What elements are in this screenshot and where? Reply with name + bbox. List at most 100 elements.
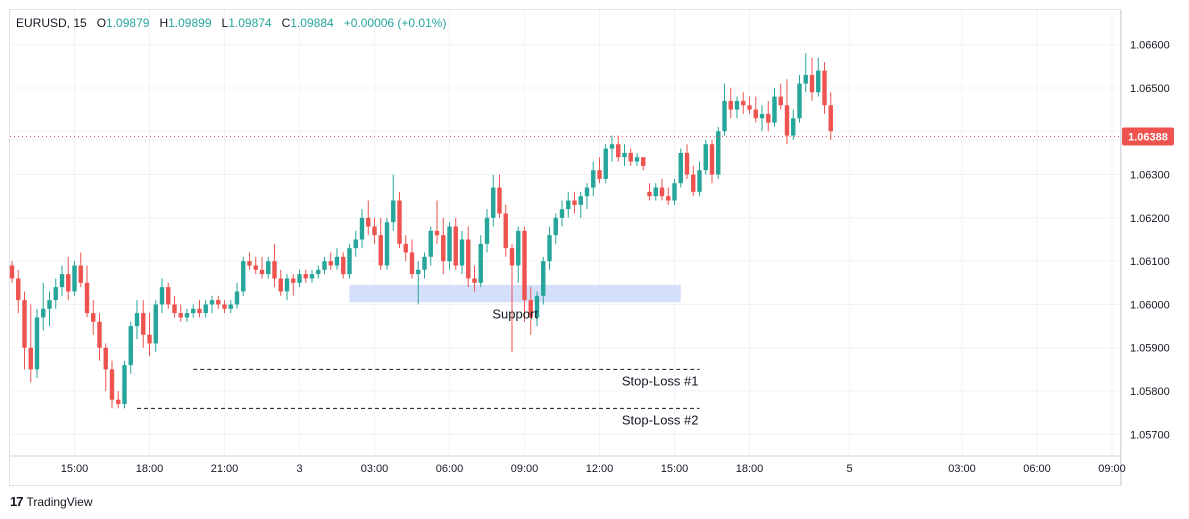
candle-body: [591, 170, 596, 188]
candle-body: [134, 313, 140, 327]
symbol-label[interactable]: EURUSD, 15: [16, 16, 87, 30]
candle-body: [34, 317, 40, 370]
candle-body: [747, 105, 752, 110]
candle-body: [822, 70, 827, 106]
y-tick-label: 1.05800: [1130, 386, 1170, 398]
candle-body: [422, 256, 427, 270]
candle-body: [766, 113, 771, 123]
candle-body: [397, 200, 402, 244]
candle-body: [203, 304, 208, 314]
candle-body: [722, 100, 727, 132]
candle-body: [809, 74, 815, 93]
y-tick-label: 1.05700: [1130, 429, 1170, 441]
candle-body: [241, 261, 246, 292]
candle-body: [222, 304, 227, 309]
y-tick-label: 1.06100: [1130, 256, 1170, 268]
candle-body: [247, 261, 252, 266]
candle-body: [166, 287, 171, 305]
candle-body: [297, 274, 302, 283]
candle-body: [353, 239, 358, 249]
candle-body: [341, 256, 346, 275]
last-price-tag: [1122, 127, 1174, 146]
candle-body: [266, 261, 271, 275]
stop-loss-label-2: Stop-Loss #2: [622, 412, 699, 427]
high-key: H: [159, 16, 169, 30]
y-tick-label: 1.06600: [1130, 40, 1170, 52]
candle-body: [84, 282, 90, 314]
close-value: 1.09884: [290, 16, 334, 30]
candle-body: [78, 265, 83, 283]
candle-body: [259, 269, 265, 275]
candle-body: [597, 170, 602, 179]
candle-body: [253, 265, 258, 270]
candle-body: [209, 300, 215, 305]
candle-body: [66, 274, 71, 292]
tradingview-logo-icon: 17: [10, 494, 24, 509]
candle-body: [691, 174, 696, 192]
candle-body: [72, 265, 77, 292]
candle-body: [716, 131, 721, 175]
candle-body: [566, 200, 571, 210]
candle-body: [778, 96, 783, 106]
brand-name: TradingView: [26, 494, 93, 509]
candle-body: [503, 213, 508, 249]
brand[interactable]: 17 TradingView: [10, 494, 93, 509]
candle-body: [116, 399, 121, 405]
x-tick-label: 21:00: [211, 463, 239, 475]
x-tick-label: 18:00: [736, 463, 764, 475]
candle-body: [53, 287, 58, 301]
candle-body: [466, 239, 471, 279]
candle-body: [47, 300, 52, 309]
candle-body: [753, 109, 758, 119]
candle-body: [728, 100, 733, 110]
high-value: 1.09899: [168, 16, 212, 30]
candle-body: [434, 230, 440, 236]
candle-body: [441, 235, 446, 262]
candle-body: [547, 235, 552, 262]
candle-body: [528, 300, 533, 318]
candle-body: [309, 274, 315, 279]
candle-body: [616, 144, 621, 158]
candle-body: [447, 226, 452, 262]
candle-body: [409, 252, 415, 275]
candle-body: [622, 152, 627, 158]
candle-body: [641, 157, 646, 166]
candle-body: [28, 347, 33, 370]
low-value: 1.09874: [228, 16, 272, 30]
candle-body: [384, 222, 390, 266]
candle-body: [759, 113, 765, 119]
candle-body: [378, 235, 383, 266]
candle-body: [828, 105, 833, 132]
candle-body: [141, 313, 146, 335]
candle-body: [178, 313, 183, 318]
candle-body: [603, 148, 608, 179]
candle-body: [391, 200, 396, 223]
candle-body: [316, 269, 321, 275]
x-tick-label: 5: [846, 463, 852, 475]
candle-body: [478, 243, 483, 283]
candle-body: [659, 187, 665, 197]
candle-body: [128, 326, 133, 366]
stop-loss-label-1: Stop-Loss #1: [622, 373, 699, 388]
candle-body: [634, 157, 640, 162]
candle-body: [772, 96, 777, 123]
candle-body: [491, 187, 496, 218]
candle-body: [147, 334, 152, 344]
candle-body: [278, 278, 283, 292]
support-zone: [349, 284, 681, 303]
candle-body: [184, 313, 190, 318]
candle-body: [572, 200, 577, 205]
candle-body: [234, 291, 240, 305]
x-tick-label: 18:00: [136, 463, 164, 475]
candle-body: [359, 217, 365, 240]
x-tick-label: 15:00: [661, 463, 689, 475]
x-tick-label: 3: [296, 463, 302, 475]
candle-body: [553, 217, 558, 236]
x-tick-label: 03:00: [948, 463, 976, 475]
y-tick-label: 1.06000: [1130, 299, 1170, 311]
candle-body: [791, 118, 796, 136]
candle-body: [103, 347, 108, 370]
x-tick-label: 03:00: [361, 463, 389, 475]
open-key: O: [96, 16, 107, 30]
